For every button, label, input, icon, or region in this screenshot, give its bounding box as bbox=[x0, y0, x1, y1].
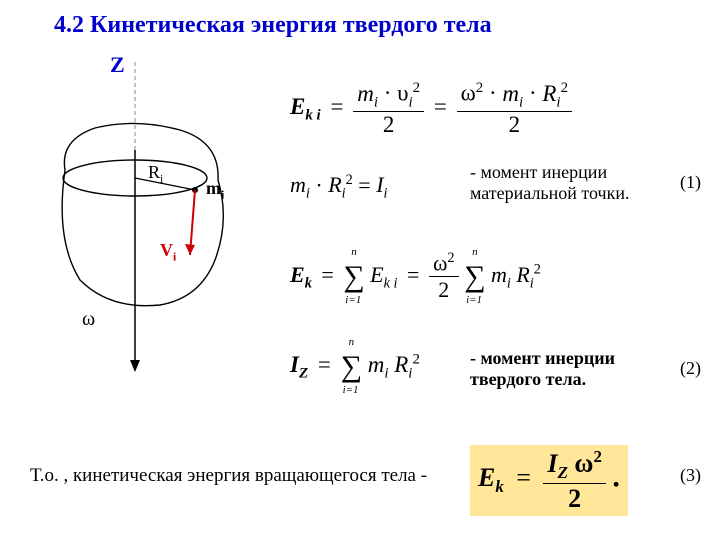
equation-moment-point: mi · Ri2 = Ii bbox=[290, 172, 388, 203]
equation-eki: Ek i = mi · υi2 2 = ω2 · mi · Ri2 2 bbox=[290, 80, 572, 138]
eqnum-2: (2) bbox=[680, 358, 701, 379]
diagram-svg bbox=[40, 50, 250, 390]
eqnum-1: (1) bbox=[680, 172, 701, 193]
omega-label: ω bbox=[82, 308, 95, 331]
eqnum-3: (3) bbox=[680, 465, 701, 486]
radius-label: Ri bbox=[148, 162, 163, 186]
rotating-body-diagram: Z Ri mi Vi ω bbox=[40, 50, 250, 390]
equation-ek-sum: Ek = n ∑ i=1 Ek i = ω2 2 n ∑ i=1 mi Ri2 bbox=[290, 250, 541, 303]
equation-iz: IZ = n ∑ i=1 mi Ri2 bbox=[290, 350, 420, 384]
section-title: 4.2 Кинетическая энергия твердого тела bbox=[54, 12, 492, 39]
equation-final: Ek = IZ ω2 2 . bbox=[470, 445, 628, 516]
caption-moment-point: - момент инерции материальной точки. bbox=[470, 162, 670, 204]
z-axis-label: Z bbox=[110, 52, 125, 78]
conclusion-text: Т.о. , кинетическая энергия вращающегося… bbox=[30, 465, 427, 487]
mass-label: mi bbox=[206, 178, 224, 202]
velocity-label: Vi bbox=[160, 240, 176, 264]
caption-moment-body: - момент инерции твердого тела. bbox=[470, 348, 670, 390]
